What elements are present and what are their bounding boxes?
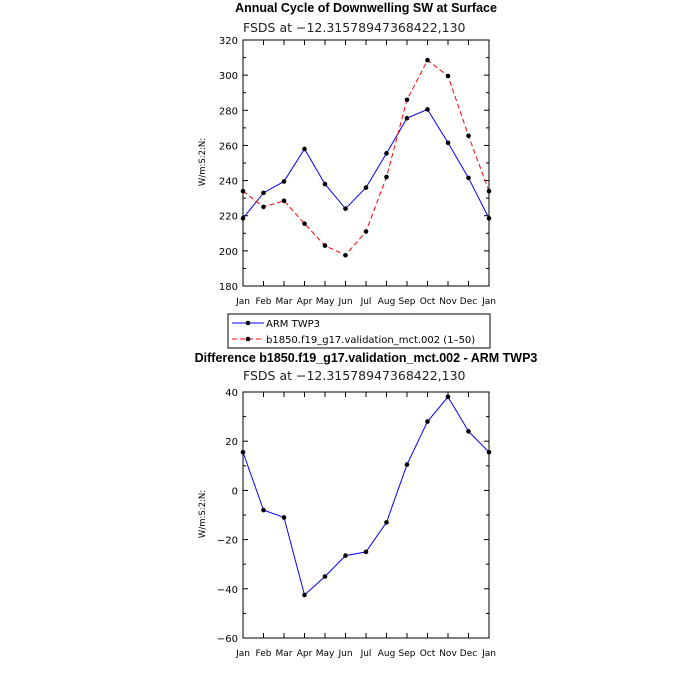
chart1-series-1-point xyxy=(384,174,389,180)
chart1-xtick-label: Apr xyxy=(297,297,313,307)
chart1-series-0-point xyxy=(466,175,471,181)
chart1-xtick-label: Sep xyxy=(399,297,416,307)
chart2-series-0-point xyxy=(466,429,471,434)
chart2-xtick-label: Nov xyxy=(439,649,457,659)
chart1-ytick-label: 200 xyxy=(219,247,238,258)
chart2-xtick-label: Sep xyxy=(399,649,416,659)
chart1-xtick-label: Feb xyxy=(256,297,272,307)
chart2-series-0-point xyxy=(261,507,266,513)
chart1-title: Annual Cycle of Downwelling SW at Surfac… xyxy=(235,1,497,15)
chart1-xtick-label: Dec xyxy=(460,297,477,307)
chart2-xtick-label: Mar xyxy=(276,649,293,659)
chart1-series-0-point xyxy=(240,216,246,221)
legend-marker-arm xyxy=(245,320,251,326)
chart1-series-0-point xyxy=(425,107,430,112)
chart1-series-1-point xyxy=(322,243,328,248)
chart1-ytick-label: 220 xyxy=(219,212,238,223)
chart2-xtick-label: Jan xyxy=(235,649,250,659)
chart1-series-0-point xyxy=(302,146,307,152)
chart1-series-0-point xyxy=(404,115,410,121)
chart1-series-1-point xyxy=(363,229,369,234)
chart1-series-1-point xyxy=(261,204,266,210)
chart1-series-0-point xyxy=(281,179,287,184)
chart1-ytick-label: 300 xyxy=(219,71,238,82)
chart1-series-0-point xyxy=(363,185,369,190)
chart2-subtitle: FSDS at −12.31578947368422,130 xyxy=(243,368,466,383)
chart2-series-0-point xyxy=(343,553,348,558)
chart1-ytick-label: 240 xyxy=(219,177,238,188)
chart2-xtick-label: Oct xyxy=(420,649,436,659)
legend: ARM TWP3 b1850.f19_g17.validation_mct.00… xyxy=(227,313,491,349)
chart2-series-0-point xyxy=(384,520,389,525)
chart1-ytick-label: 280 xyxy=(219,106,238,117)
chart1-series-1-point xyxy=(343,252,348,258)
chart2-ytick-label: 0 xyxy=(232,486,238,497)
chart1-series-1-point xyxy=(445,73,451,79)
chart1-series-1-point xyxy=(281,198,287,204)
chart2-xtick-label: Apr xyxy=(297,649,313,659)
chart2-series-0-point xyxy=(281,515,287,520)
chart1-series-1-point xyxy=(425,57,430,63)
chart2-plot: −60 −40 −20 0 20 40 Jan Feb Mar Apr May Jun Jul Aug Se… xyxy=(217,388,496,659)
chart1-series-1-line xyxy=(242,59,490,256)
chart2-xtick-label: Jul xyxy=(360,649,372,659)
chart2-series-0-line xyxy=(242,396,490,596)
chart2-ytick-label: 40 xyxy=(225,388,238,399)
chart2-xtick-label: Aug xyxy=(378,649,396,659)
chart1-ytick-label: 320 xyxy=(219,36,238,47)
chart1-ytick-label: 180 xyxy=(219,282,238,293)
chart2-ytick-label: −20 xyxy=(217,536,238,547)
chart1-series-1-point xyxy=(302,221,307,226)
chart1-ylabel: W/m:S:2:N: xyxy=(198,138,208,186)
chart1-subtitle: FSDS at −12.31578947368422,130 xyxy=(243,20,466,35)
chart2-series-0-point xyxy=(322,574,328,579)
chart1-xtick-label: May xyxy=(316,297,335,307)
chart1-xtick-label: Mar xyxy=(276,297,293,307)
legend-label-arm: ARM TWP3 xyxy=(266,319,320,330)
chart1-xtick-label: Oct xyxy=(420,297,436,307)
chart2-frame xyxy=(242,391,490,639)
chart1-ytick-label: 260 xyxy=(219,141,238,152)
chart1-xtick-label: Aug xyxy=(378,297,396,307)
chart1-xtick-label: Jan xyxy=(481,297,496,307)
chart2-xtick-label: Jun xyxy=(337,649,352,659)
chart2-xtick-label: Dec xyxy=(460,649,477,659)
chart1-series-1-point xyxy=(404,97,410,103)
legend-marker-model xyxy=(245,336,251,342)
chart2-series-0-point xyxy=(445,394,451,400)
chart1-series-0-point xyxy=(322,181,328,187)
chart1-series-0-point xyxy=(445,140,451,146)
chart2-series-0-point xyxy=(302,592,307,598)
chart2-title: Difference b1850.f19_g17.validation_mct.… xyxy=(195,351,538,365)
chart2-series-0-point xyxy=(363,549,369,555)
chart1-series-0-point xyxy=(261,190,266,196)
chart1-series-1-point xyxy=(240,188,246,194)
chart1-series-0-point xyxy=(384,151,389,156)
chart2-series-0-point xyxy=(240,449,246,455)
chart2-ytick-label: −40 xyxy=(217,585,238,596)
chart2-xtick-label: May xyxy=(316,649,335,659)
chart1-series-0-point xyxy=(343,206,348,211)
chart1-series-0-point xyxy=(486,216,492,221)
chart1-xtick-label: Jun xyxy=(337,297,352,307)
chart2-xtick-label: Feb xyxy=(256,649,272,659)
chart1-xtick-label: Jan xyxy=(235,297,250,307)
chart2-xtick-label: Jan xyxy=(481,649,496,659)
legend-box xyxy=(227,313,491,349)
legend-label-model: b1850.f19_g17.validation_mct.002 (1–50) xyxy=(266,335,475,346)
chart2-series-0-point xyxy=(486,449,492,455)
chart2-ytick-label: −60 xyxy=(217,634,238,645)
chart2-ylabel: W/m:S:2:N: xyxy=(198,490,208,538)
chart1-frame xyxy=(242,39,490,287)
chart1-series-1-point xyxy=(466,133,471,139)
chart1-xtick-label: Jul xyxy=(360,297,372,307)
chart2-ytick-label: 20 xyxy=(225,437,238,448)
chart2-series-0-point xyxy=(425,419,430,424)
chart1-series-1-point xyxy=(486,188,492,194)
chart2-series-0-point xyxy=(404,462,410,467)
chart1-xtick-label: Nov xyxy=(439,297,457,307)
